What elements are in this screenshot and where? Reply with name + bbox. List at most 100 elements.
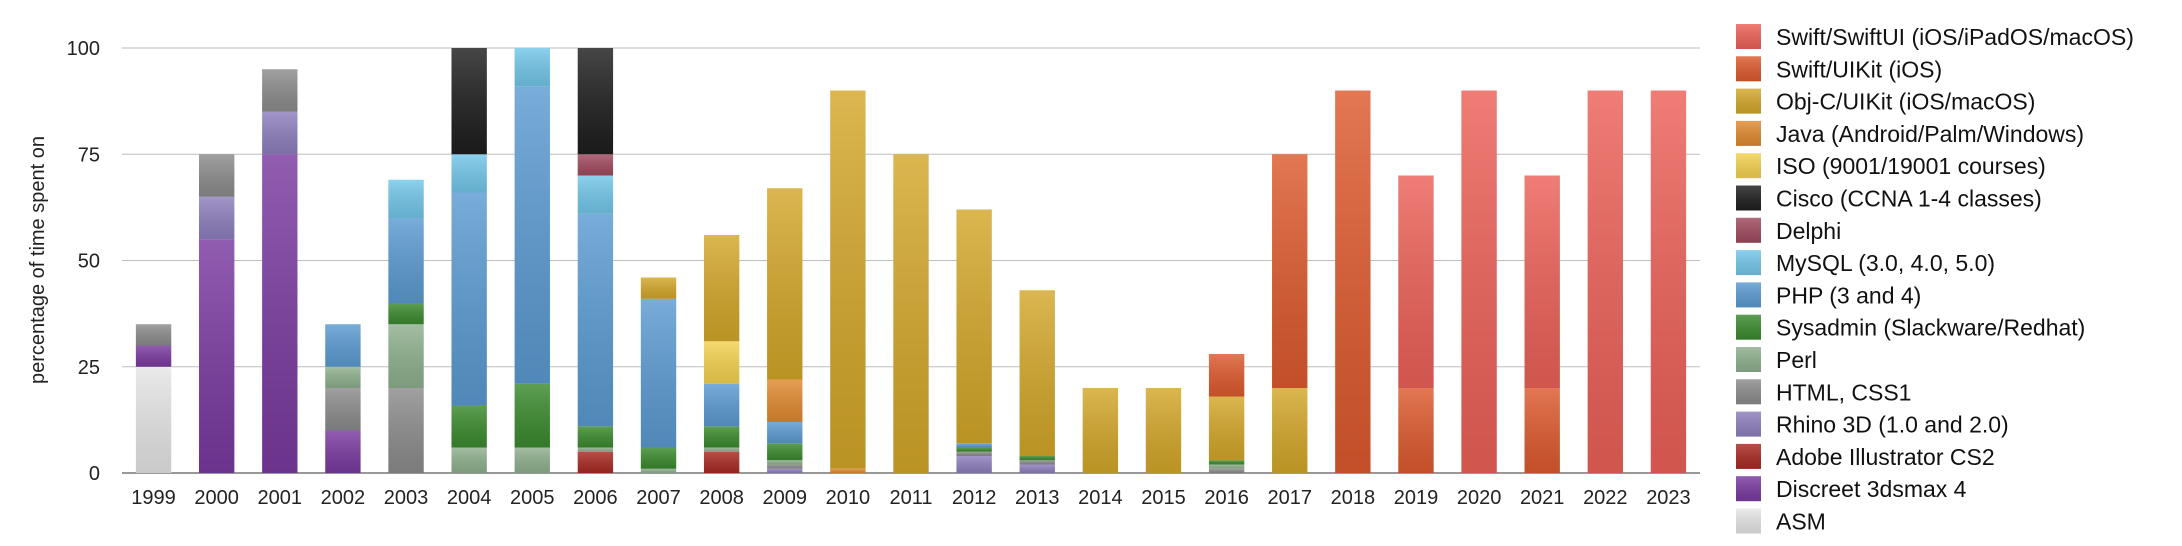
y-axis-tick-labels: 0 25 50 75 100: [67, 38, 100, 485]
x-tick-label: 2009: [763, 487, 808, 509]
bar-segment-shade: [135, 324, 172, 346]
bar-segment-shade: [767, 460, 803, 465]
bar-segment-shade: [1461, 90, 1497, 473]
bar-segment-shade: [325, 324, 361, 367]
x-tick-label: 2008: [699, 487, 744, 509]
legend-swatch-shade: [1736, 314, 1761, 340]
bar-segment-shade: [1398, 175, 1434, 388]
bar-segment-shade: [1082, 388, 1119, 473]
bar-segment-shade: [703, 341, 740, 384]
bar-segment-shade: [1208, 468, 1245, 473]
bar-segment-shade: [1208, 464, 1245, 469]
x-tick-label: 2012: [952, 487, 997, 509]
bar-segment-shade: [1019, 456, 1055, 461]
legend: Swift/SwiftUI (iOS/iPadOS/macOS) Swift/UI…: [1736, 24, 2134, 535]
legend-swatch-shade: [1736, 443, 1761, 469]
x-tick-label: 2015: [1141, 487, 1186, 509]
bar-segment-shade: [956, 443, 992, 448]
bar-segment-shade: [640, 298, 677, 448]
bar-segment-shade: [514, 86, 550, 384]
bar-segment-shade: [577, 48, 614, 155]
legend-entry: Swift/SwiftUI (iOS/iPadOS/macOS): [1776, 24, 2134, 50]
x-tick-label: 2023: [1646, 487, 1691, 509]
legend-swatch-shade: [1736, 153, 1761, 179]
bar-segment-shade: [1208, 354, 1245, 397]
bar-segment-shade: [388, 179, 424, 218]
legend-entry: Sysadmin (Slackware/Redhat): [1776, 315, 2085, 341]
x-tick-label: 2020: [1457, 487, 1502, 509]
x-tick-label: 2003: [384, 487, 429, 509]
bar-segment-shade: [1019, 460, 1055, 465]
bar-segment-shade: [1272, 388, 1308, 473]
x-tick-label: 2001: [258, 487, 303, 509]
legend-entry: Cisco (CCNA 1-4 classes): [1776, 186, 2042, 212]
bar-segment-shade: [640, 468, 677, 473]
bar-segment-shade: [577, 154, 614, 176]
legend-entry: ASM: [1776, 509, 1826, 535]
legend-swatch-shade: [1736, 347, 1761, 372]
x-tick-label: 2007: [636, 487, 681, 509]
legend-entry: ISO (9001/19001 courses): [1776, 153, 2046, 179]
legend-entry: PHP (3 and 4): [1776, 282, 1921, 308]
x-tick-label: 2005: [510, 487, 555, 509]
legend-swatch-shade: [1736, 250, 1761, 276]
bar-segment-shade: [703, 383, 740, 427]
bars: [135, 48, 1687, 473]
bar-segment-shade: [767, 379, 803, 422]
x-tick-label: 2000: [194, 487, 239, 509]
x-tick-label: 2017: [1267, 487, 1312, 509]
bar-segment-shade: [388, 388, 424, 473]
bar-segment-shade: [451, 48, 487, 155]
y-tick-label: 25: [78, 357, 100, 379]
bar-segment-shade: [262, 69, 298, 112]
legend-entry: Rhino 3D (1.0 and 2.0): [1776, 412, 2009, 438]
bar-segment-shade: [514, 48, 550, 87]
legend-swatch-shade: [1736, 476, 1761, 502]
bar-segment-shade: [451, 447, 487, 473]
bar-segment-shade: [577, 426, 614, 448]
bar-segment-shade: [1650, 90, 1687, 473]
bar-segment-shade: [703, 235, 740, 342]
legend-entry: MySQL (3.0, 4.0, 5.0): [1776, 250, 1995, 276]
bar-segment-shade: [1398, 388, 1434, 473]
legend-entry: Obj-C/UIKit (iOS/macOS): [1776, 89, 2035, 115]
y-tick-label: 0: [89, 463, 100, 485]
bar-segment-shade: [325, 430, 361, 473]
bar-segment-shade: [767, 422, 803, 444]
legend-swatch-shade: [1736, 379, 1761, 405]
bar-segment-shade: [1208, 396, 1245, 461]
x-tick-label: 2002: [321, 487, 366, 509]
bar-segment-shade: [451, 405, 487, 448]
bar-segment-shade: [325, 388, 361, 431]
legend-swatch-shade: [1736, 24, 1761, 49]
bar-segment-shade: [703, 447, 740, 452]
bar-segment-shade: [135, 345, 172, 367]
bar-segment-shade: [199, 154, 235, 197]
legend-swatch-shade: [1736, 120, 1761, 146]
legend-swatch-shade: [1736, 88, 1761, 114]
bar-segment-shade: [893, 154, 929, 473]
x-tick-label: 2016: [1204, 487, 1249, 509]
bar-segment-shade: [1587, 90, 1623, 473]
bar-segment-shade: [1145, 388, 1182, 473]
legend-entry: Java (Android/Palm/Windows): [1776, 121, 2084, 147]
bar-segment-shade: [199, 239, 235, 473]
bar-segment-shade: [514, 383, 550, 448]
x-tick-label: 2018: [1331, 487, 1376, 509]
bar-segment-shade: [388, 324, 424, 388]
bar-segment-shade: [514, 447, 550, 473]
bar-segment-shade: [830, 90, 866, 469]
y-tick-label: 75: [78, 144, 100, 166]
x-tick-label: 2010: [826, 487, 871, 509]
bar-segment-shade: [262, 111, 298, 155]
bar-segment-shade: [451, 192, 487, 405]
bar-segment-shade: [1019, 464, 1055, 473]
legend-swatch-shade: [1736, 282, 1761, 308]
bar-segment-shade: [956, 451, 992, 456]
bar-segment-shade: [956, 447, 992, 452]
bar-segment-shade: [1019, 290, 1055, 456]
bar-segment-shade: [956, 209, 992, 444]
x-tick-label: 2011: [889, 487, 932, 509]
y-axis-title: percentage of time spent on: [27, 136, 49, 384]
